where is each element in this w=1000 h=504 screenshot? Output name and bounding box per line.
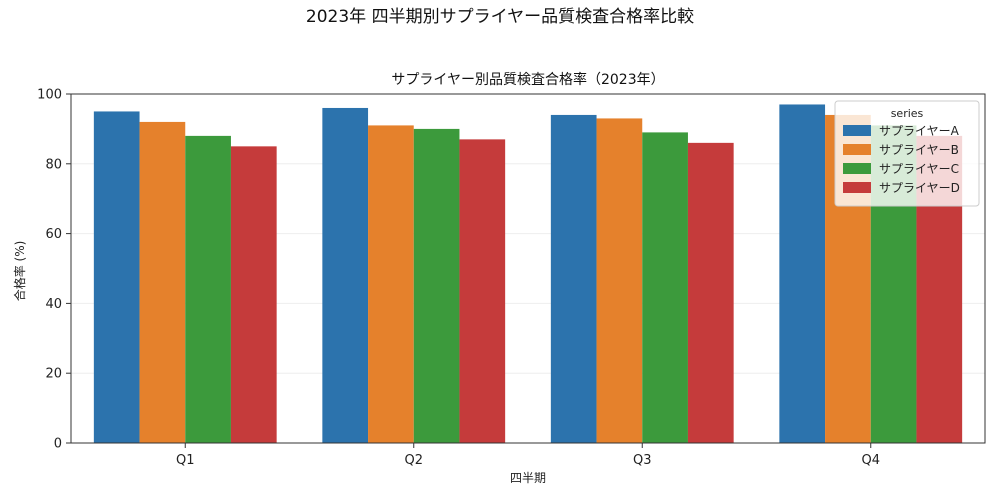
- legend-swatch: [843, 144, 871, 155]
- legend-swatch: [843, 163, 871, 174]
- bar: [459, 139, 506, 443]
- plot-frame: [70, 93, 986, 444]
- x-tick-label: Q3: [633, 453, 652, 468]
- y-tick-label: 20: [45, 367, 62, 382]
- bar: [550, 114, 597, 443]
- y-tick-label: 60: [45, 227, 62, 242]
- legend-entry: サプライヤーD: [879, 181, 960, 195]
- x-tick-label: Q4: [861, 453, 880, 468]
- bar: [687, 142, 734, 444]
- legend-entry: サプライヤーC: [879, 162, 959, 176]
- figure-title: 2023年 四半期別サプライヤー品質検査合格率比較: [306, 7, 694, 27]
- legend-entry: サプライヤーA: [879, 124, 960, 138]
- x-axis-label: 四半期: [510, 471, 546, 485]
- y-axis-label: 合格率 (%): [12, 241, 27, 302]
- legend-entry: サプライヤーB: [879, 143, 959, 157]
- bar: [185, 135, 231, 443]
- chart-title: サプライヤー別品質検査合格率（2023年）: [391, 71, 664, 88]
- bar: [642, 132, 688, 443]
- bar: [322, 107, 369, 444]
- y-tick-label: 100: [37, 88, 62, 103]
- bar: [139, 121, 186, 444]
- x-tick-label: Q2: [404, 453, 423, 468]
- bars: [93, 104, 963, 444]
- y-tick-label: 40: [45, 297, 62, 312]
- bar: [596, 118, 643, 444]
- bar: [93, 111, 140, 443]
- legend-swatch: [843, 125, 871, 136]
- x-tick-label: Q1: [176, 453, 195, 468]
- axes: 0 20 40 60 80 100 Q1 Q2 Q3 Q4: [37, 88, 986, 468]
- bar: [413, 128, 460, 443]
- legend-title: series: [891, 107, 924, 120]
- y-tick-label: 80: [45, 157, 62, 172]
- y-tick-label: 0: [54, 437, 62, 452]
- bar: [368, 125, 414, 443]
- legend: series サプライヤーA サプライヤーB サプライヤーC サプライヤーD: [834, 100, 980, 207]
- bar: [779, 104, 826, 443]
- legend-swatch: [843, 182, 871, 193]
- bar: [230, 146, 277, 443]
